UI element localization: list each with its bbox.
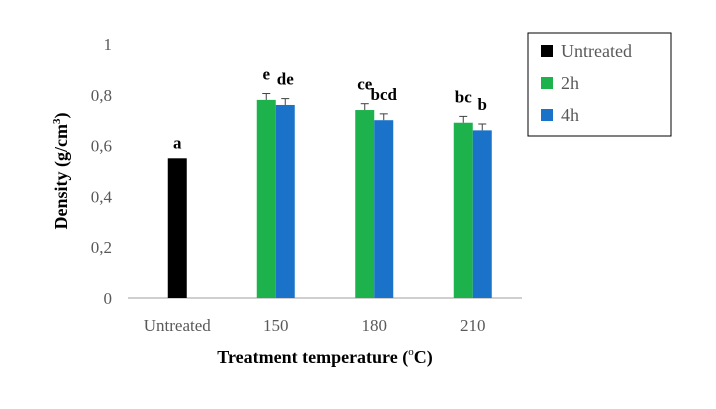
y-tick-label: 1 [104,35,113,54]
significance-letter: a [173,133,182,152]
x-axis-ticks: Untreated 150 180 210 [144,316,486,335]
significance-letter: de [277,70,294,89]
significance-letter: e [262,65,270,84]
y-tick-label: 0,8 [91,86,112,105]
x-tick-label: 210 [460,316,486,335]
significance-letter: b [478,95,487,114]
x-tick-label: Untreated [144,316,212,335]
y-axis-title: Density (g/cm3) [51,113,72,230]
bar-4h-180 [374,120,394,298]
legend-swatch [541,45,553,57]
x-tick-label: 150 [263,316,289,335]
significance-letter: bc [455,87,472,106]
y-tick-label: 0 [104,289,113,308]
legend-swatch [541,109,553,121]
x-axis-title: Treatment temperature (oC) [217,346,432,368]
bar-2h-210 [453,122,473,299]
significance-letter: ce [357,75,373,94]
y-tick-label: 0,2 [91,238,112,257]
y-axis-ticks: 0 0,2 0,4 0,6 0,8 1 [91,35,113,308]
bar-4h-210 [472,130,492,298]
bar-2h-150 [256,99,276,298]
bar-4h-150 [275,104,295,299]
legend-label: 4h [561,105,579,125]
legend-swatch [541,77,553,89]
bar-2h-180 [355,110,375,298]
legend: Untreated 2h 4h [527,32,672,137]
y-tick-label: 0,6 [91,137,112,156]
x-tick-label: 180 [362,316,388,335]
y-tick-label: 0,4 [91,187,113,206]
legend-label: 2h [561,73,579,93]
legend-label: Untreated [561,41,632,61]
significance-letter: bcd [371,85,398,104]
bar-untreated-untreated [167,158,187,298]
